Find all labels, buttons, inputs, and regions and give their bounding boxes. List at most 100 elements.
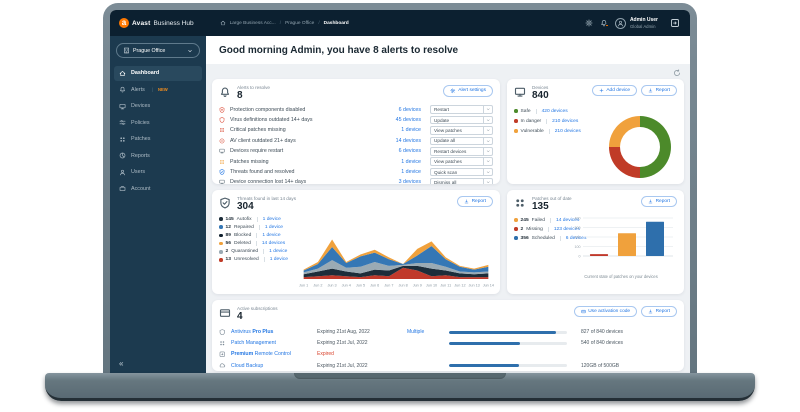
sidebar-item-patches[interactable]: Patches xyxy=(114,132,202,147)
sidebar-item-account[interactable]: Account xyxy=(114,182,202,197)
legend-label: Scheduled xyxy=(531,235,555,241)
legend-devices-link[interactable]: 1 device xyxy=(264,224,284,230)
site-selector[interactable]: Prague Office xyxy=(116,43,200,58)
subscription-name-link[interactable]: Antivirus Pro Plus xyxy=(231,329,274,336)
subscriptions-report-button[interactable]: Report xyxy=(641,306,677,317)
card-title: Threats found in last 14 days xyxy=(237,196,296,201)
legend-devices-link[interactable]: 14 devices xyxy=(556,217,580,223)
sidebar-item-reports[interactable]: Reports xyxy=(114,149,202,164)
subscription-name-link[interactable]: Cloud Backup xyxy=(231,362,264,369)
brand-name-bold: Avast xyxy=(132,19,151,27)
notifications-button[interactable] xyxy=(600,19,609,27)
alert-action-select[interactable]: Update xyxy=(430,115,493,125)
breadcrumb-site[interactable]: Prague Office xyxy=(285,20,315,26)
alert-action-select[interactable]: Dismiss all xyxy=(430,178,493,184)
sliders-icon xyxy=(119,120,126,126)
legend-count: 56 xyxy=(225,241,231,247)
subscription-name-link[interactable]: Patch Management xyxy=(231,340,276,347)
main-area: Good morning Admin, you have 8 alerts to… xyxy=(206,36,690,375)
legend-value-link[interactable]: 210 devices xyxy=(554,128,581,134)
alert-devices-link[interactable]: 1 device xyxy=(401,169,421,176)
alert-devices-link[interactable]: 3 devices xyxy=(398,179,421,184)
sidebar-item-users[interactable]: Users xyxy=(114,165,202,180)
alert-devices-link[interactable]: 1 device xyxy=(401,127,421,134)
console-icon xyxy=(671,19,679,27)
alert-devices-link[interactable]: 45 devices xyxy=(395,117,421,124)
legend-devices-link[interactable]: 1 device xyxy=(269,249,288,255)
alert-devices-link[interactable]: 1 device xyxy=(401,158,421,165)
legend-dot xyxy=(514,129,518,133)
alert-devices-link[interactable]: 6 devices xyxy=(398,106,421,113)
alert-action-select[interactable]: Quick scan xyxy=(430,167,493,177)
settings-button[interactable] xyxy=(585,19,593,27)
alert-action-select[interactable]: Restart xyxy=(430,105,493,114)
legend-devices-link[interactable]: 6 devices xyxy=(565,235,587,241)
refresh-button[interactable] xyxy=(673,68,681,77)
building-icon xyxy=(124,47,129,54)
alert-devices-link[interactable]: 6 devices xyxy=(398,148,421,155)
legend-dot xyxy=(514,227,518,231)
legend-dot xyxy=(219,258,223,262)
multiple-link[interactable]: Multiple xyxy=(407,329,425,336)
sidebar-item-dashboard[interactable]: Dashboard xyxy=(114,66,202,81)
plus-icon xyxy=(599,88,604,93)
shield-check-icon xyxy=(219,169,225,175)
alert-label: AV client outdated 21+ days xyxy=(230,137,296,144)
subscription-usage-value: 827 of 840 devices xyxy=(581,329,623,336)
devices-report-button[interactable]: Report xyxy=(641,85,677,96)
alert-settings-button[interactable]: Alert settings xyxy=(443,85,493,97)
subscription-expiry: Expiring 21st Aug, 2022 xyxy=(317,329,370,336)
legend-count: 145 xyxy=(225,216,234,222)
legend-devices-link[interactable]: 123 devices xyxy=(553,226,580,232)
legend-devices-link[interactable]: 1 device xyxy=(262,232,281,238)
legend-value-link[interactable]: 420 devices xyxy=(541,108,568,114)
legend-divider xyxy=(258,224,260,230)
alert-action-select[interactable]: Update all xyxy=(430,136,493,146)
legend-dot xyxy=(219,225,223,229)
chevron-down-icon xyxy=(486,108,490,111)
add-device-button[interactable]: Add device xyxy=(591,85,638,96)
subscription-expiry: Expired xyxy=(317,351,334,358)
sidebar-item-devices[interactable]: Devices xyxy=(114,99,202,114)
sidebar-item-alerts[interactable]: Alerts | NEW xyxy=(114,83,202,98)
legend-divider xyxy=(548,128,550,134)
legend-divider xyxy=(550,217,551,223)
chevron-down-icon xyxy=(486,150,490,153)
patches-legend: 245 Failed 14 devices 2 Missing 123 devices … xyxy=(514,217,677,241)
patches-report-button[interactable]: Report xyxy=(641,196,677,207)
legend-devices-link[interactable]: 1 device xyxy=(269,257,288,263)
legend-label: Missing xyxy=(526,226,543,232)
threats-count: 304 xyxy=(237,201,254,212)
sidebar-item-label: Alerts xyxy=(131,86,145,93)
legend-item: 145 Autofix 1 device xyxy=(219,216,493,222)
legend-devices-link[interactable]: 14 devices xyxy=(261,241,286,247)
user-name: Admin User xyxy=(629,17,658,24)
alert-action-select[interactable]: View patches xyxy=(430,126,493,135)
svg-text:Jun 5: Jun 5 xyxy=(356,284,365,288)
console-switch-button[interactable] xyxy=(670,18,680,28)
alert-action-select[interactable]: View patches xyxy=(430,157,493,166)
legend-devices-link[interactable]: 1 device xyxy=(262,216,281,222)
legend-dot xyxy=(514,218,518,222)
subscription-name-link[interactable]: Premium Remote Control xyxy=(231,351,291,358)
sidebar-collapse-button[interactable]: « xyxy=(119,359,124,368)
alert-action-select[interactable]: Restart devices xyxy=(430,146,493,156)
legend-label: Vulnerable xyxy=(520,128,544,134)
use-activation-code-button[interactable]: Use activation code xyxy=(573,306,638,317)
avast-logo-icon: a xyxy=(119,18,129,28)
alert-devices-link[interactable]: 14 devices xyxy=(395,137,421,144)
legend-item: 356 Scheduled 6 devices xyxy=(514,235,677,241)
threats-report-button[interactable]: Report xyxy=(457,196,493,207)
user-menu[interactable]: Admin User Global Admin xyxy=(614,17,658,29)
breadcrumb-account[interactable]: Large Business Acc... xyxy=(229,20,276,26)
legend-value-link[interactable]: 210 devices xyxy=(552,118,579,124)
sidebar-item-policies[interactable]: Policies xyxy=(114,116,202,131)
report-label: Report xyxy=(655,309,670,314)
patches-alert-icon xyxy=(220,128,224,133)
subscription-expiry: Expiring 21st Jul, 2022 xyxy=(317,340,368,347)
card-title: Active subscriptions xyxy=(237,306,278,311)
app-logo[interactable]: a Avast Business Hub xyxy=(119,18,194,28)
threats-card: Threats found in last 14 days 304 Report xyxy=(212,190,500,294)
svg-text:Jun 14: Jun 14 xyxy=(483,284,494,288)
threats-area-chart: Jun 1 Jun 2 Jun 3 Jun 4 Jun 5 Jun 6 Jun 7 Jun 8… xyxy=(299,239,494,288)
